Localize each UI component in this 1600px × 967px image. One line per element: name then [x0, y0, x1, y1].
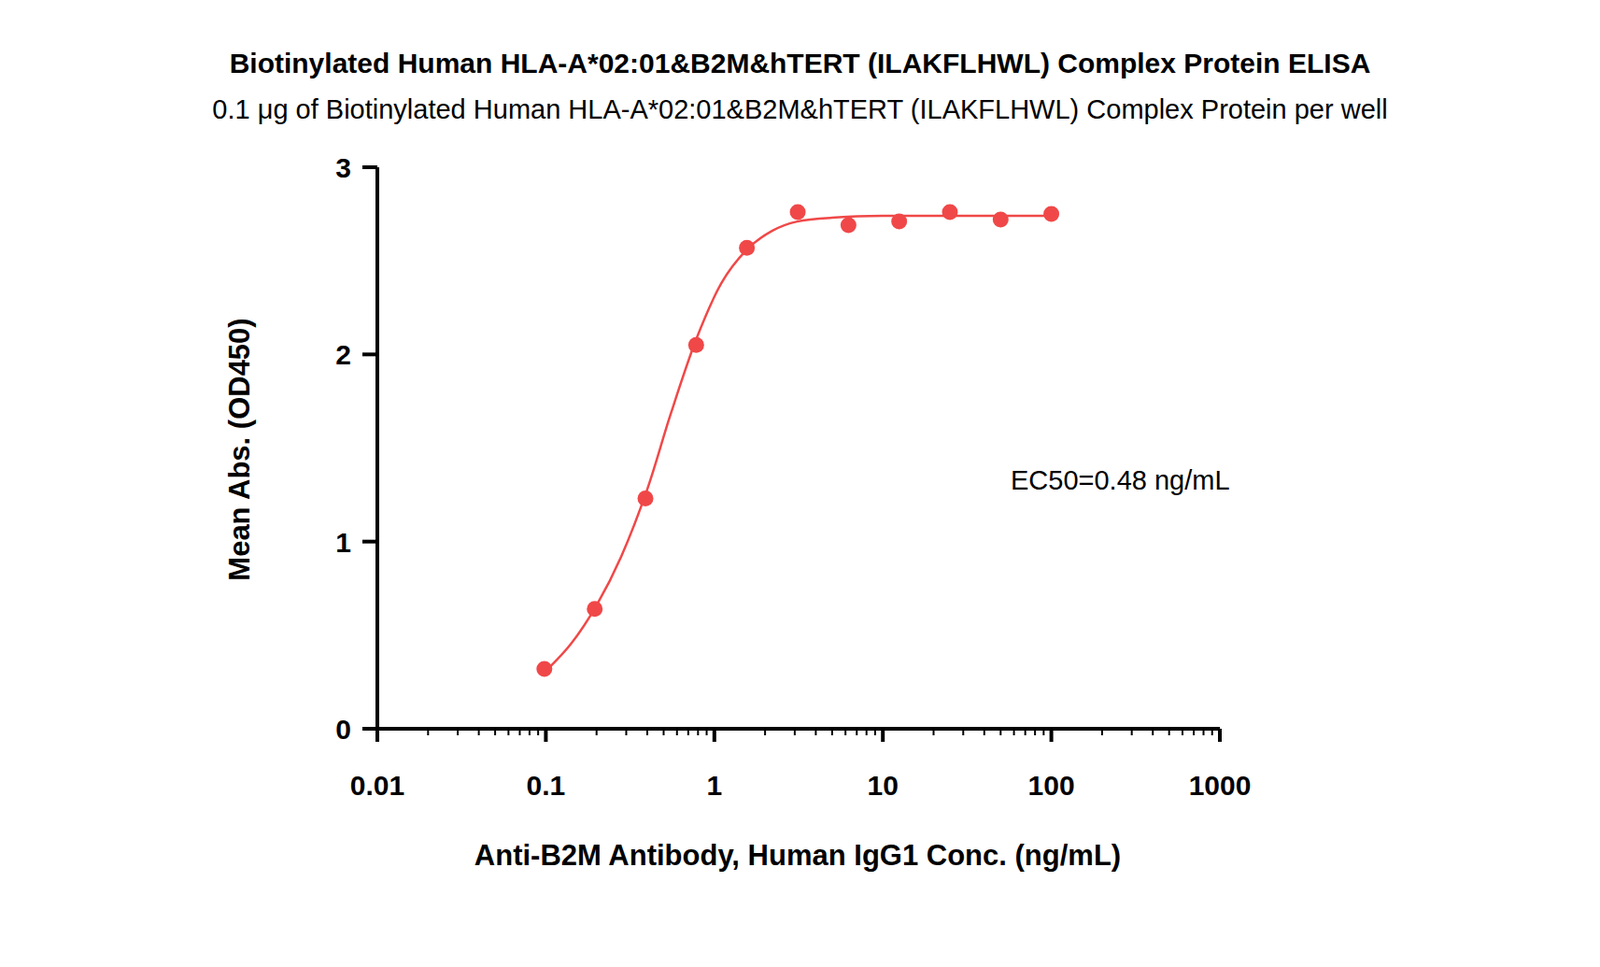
y-axis-label: Mean Abs. (OD450)	[223, 317, 256, 581]
x-tick	[1217, 728, 1222, 742]
x-minor-tick	[518, 728, 521, 736]
x-minor-tick	[662, 728, 665, 736]
x-minor-tick	[507, 728, 510, 736]
x-minor-tick	[1203, 728, 1205, 736]
x-minor-tick	[1181, 728, 1184, 736]
subtitle: 0.1 μg of Biotinylated Human HLA-A*02:01…	[212, 94, 1388, 125]
x-minor-tick	[1033, 728, 1036, 736]
x-minor-tick	[999, 728, 1002, 736]
data-point	[738, 240, 755, 256]
data-point	[1043, 206, 1060, 223]
x-minor-tick	[1042, 728, 1045, 736]
x-tick	[543, 728, 548, 742]
x-minor-tick	[456, 728, 459, 736]
x-minor-tick	[1211, 728, 1214, 736]
data-point	[790, 204, 807, 221]
x-minor-tick	[1101, 728, 1104, 736]
x-axis	[377, 726, 1220, 731]
x-tick	[712, 728, 717, 742]
x-minor-tick	[687, 728, 690, 736]
x-minor-tick	[595, 728, 598, 736]
data-point	[992, 212, 1009, 228]
fit-curve	[544, 215, 1052, 673]
y-tick-label: 3	[335, 152, 352, 184]
x-minor-tick	[676, 728, 679, 736]
chart: Biotinylated Human HLA-A*02:01&B2M&hTERT…	[0, 0, 1600, 967]
y-tick-label: 0	[335, 713, 352, 745]
x-axis-label: Anti-B2M Antibody, Human IgG1 Conc. (ng/…	[474, 838, 1121, 872]
x-minor-tick	[844, 728, 847, 736]
x-minor-tick	[793, 728, 796, 736]
x-minor-tick	[624, 728, 627, 736]
x-minor-tick	[1013, 728, 1016, 736]
x-minor-tick	[933, 728, 935, 736]
x-minor-tick	[764, 728, 766, 736]
y-tick	[362, 352, 378, 356]
x-minor-tick	[696, 728, 699, 736]
x-minor-tick	[814, 728, 817, 736]
y-tick	[362, 726, 378, 731]
plot-marks	[536, 204, 1060, 678]
x-tick	[1049, 728, 1054, 742]
x-tick-label: 1000	[1189, 769, 1252, 801]
x-minor-tick	[1131, 728, 1133, 736]
y-tick	[362, 539, 378, 544]
x-minor-tick	[831, 728, 834, 736]
x-minor-tick	[528, 728, 531, 736]
x-minor-tick	[537, 728, 539, 736]
x-minor-tick	[1024, 728, 1027, 736]
data-point	[941, 204, 958, 221]
y-tick-label: 2	[335, 339, 352, 370]
x-minor-tick	[426, 728, 429, 736]
x-minor-tick	[983, 728, 986, 736]
x-tick	[880, 728, 885, 742]
x-minor-tick	[874, 728, 877, 736]
x-minor-tick	[855, 728, 858, 736]
x-tick-label: 10	[867, 769, 899, 801]
x-tick-label: 0.01	[350, 769, 405, 801]
y-tick-label: 1	[335, 526, 352, 558]
x-minor-tick	[494, 728, 496, 736]
data-point	[536, 660, 553, 677]
x-minor-tick	[962, 728, 964, 736]
annotation: EC50=0.48 ng/mL	[1010, 465, 1231, 496]
y-axis	[375, 167, 380, 731]
x-minor-tick	[1192, 728, 1195, 736]
x-minor-tick	[1151, 728, 1154, 736]
x-minor-tick	[478, 728, 481, 736]
x-tick-label: 100	[1028, 769, 1076, 801]
data-point	[840, 217, 857, 234]
y-tick	[362, 165, 378, 170]
x-tick-label: 1	[706, 769, 723, 801]
title: Biotinylated Human HLA-A*02:01&B2M&hTERT…	[229, 47, 1372, 79]
x-tick-label: 0.1	[526, 769, 567, 801]
x-minor-tick	[646, 728, 649, 736]
x-minor-tick	[706, 728, 708, 736]
x-minor-tick	[865, 728, 868, 736]
x-tick	[375, 728, 380, 742]
x-minor-tick	[1168, 728, 1171, 736]
